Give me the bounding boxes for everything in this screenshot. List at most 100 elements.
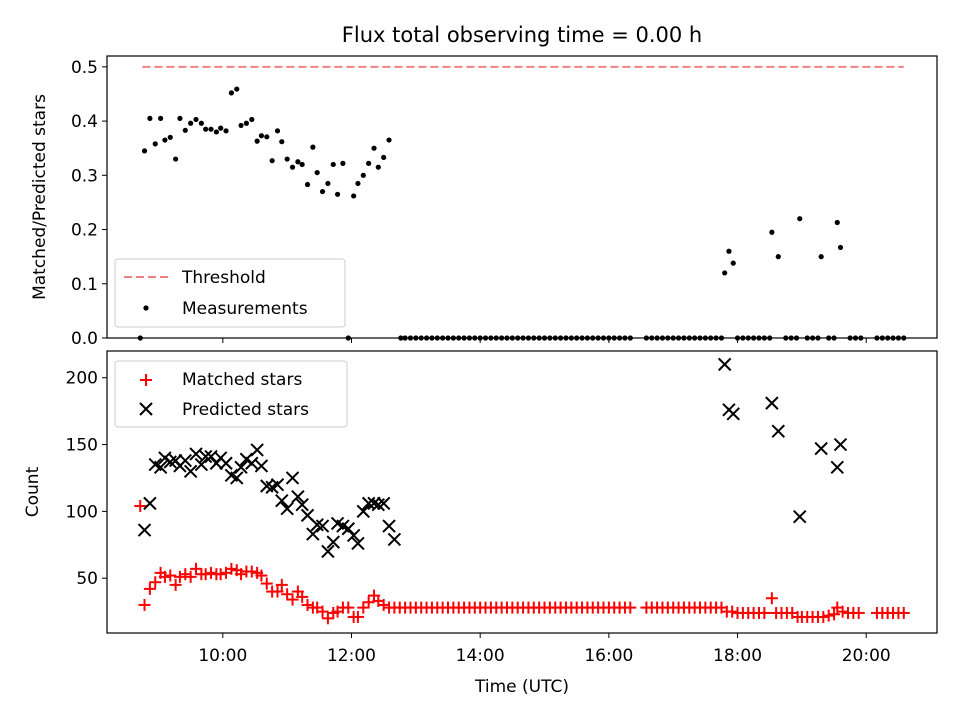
- predicted-star-point: [376, 496, 391, 511]
- predicted-star-point: [194, 457, 209, 472]
- predicted-star-stroke: [295, 497, 309, 512]
- measurement-point: [340, 160, 346, 166]
- predicted-star-stroke: [280, 501, 294, 516]
- measurement-point: [351, 193, 357, 199]
- predicted-star-point: [717, 357, 732, 372]
- matched-star-point: [316, 605, 329, 618]
- predicted-star-stroke: [260, 479, 274, 493]
- matched-star-point: [817, 610, 830, 623]
- predicted-star-stroke: [270, 477, 285, 492]
- predicted-star-stroke: [194, 457, 209, 472]
- predicted-star-stroke: [310, 518, 324, 532]
- predicted-star-point: [250, 443, 264, 457]
- legend-measurements-swatch: [143, 305, 149, 311]
- measurement-point: [295, 159, 301, 165]
- measurement-point: [386, 137, 392, 143]
- measurement-point: [837, 244, 844, 251]
- measurement-point: [319, 188, 326, 195]
- x-tick-label: 18:00: [713, 646, 762, 666]
- predicted-star-stroke: [717, 357, 732, 372]
- matched-star-point: [897, 606, 910, 619]
- measurement-point: [284, 156, 290, 162]
- measurement-point: [234, 86, 240, 92]
- measurement-point: [167, 134, 173, 140]
- predicted-star-stroke: [326, 535, 340, 549]
- predicted-star-stroke: [336, 519, 350, 533]
- measurement-point: [330, 161, 336, 168]
- top-panel: 0.0 0.1 0.2 0.3 0.4 0.5 Matched/Predicted sta…: [30, 55, 938, 349]
- predicted-star-stroke: [245, 456, 259, 470]
- matched-star-point: [852, 606, 865, 619]
- measurement-point: [769, 229, 775, 235]
- predicted-star-stroke: [315, 519, 330, 533]
- measurement-point: [141, 148, 148, 154]
- predicted-star-point: [285, 471, 300, 485]
- predicted-star-stroke: [387, 532, 402, 547]
- bottom-axes: 50 100 150 200 10:00 12:00 14:00 16:00 18:00 20:0…: [66, 369, 891, 666]
- measurement-point: [304, 181, 311, 188]
- predicted-star-point: [830, 460, 844, 474]
- predicted-star-stroke: [275, 493, 289, 508]
- bottom-legend: Matched stars Predicted stars: [114, 360, 348, 428]
- predicted-star-point: [153, 460, 168, 474]
- bottom-plot-marks: [134, 357, 910, 625]
- measurement-point: [375, 164, 381, 170]
- top-y-tick-label: 0.3: [71, 166, 98, 186]
- measurement-point: [274, 128, 281, 134]
- predicted-star-point: [326, 535, 340, 549]
- measurement-point: [223, 128, 229, 134]
- x-axis-label: Time (UTC): [474, 677, 569, 697]
- top-y-tick-label: 0.5: [71, 58, 98, 78]
- legend-matched-label: Matched stars: [182, 370, 302, 390]
- measurement-point: [314, 169, 320, 176]
- measurement-point: [182, 127, 188, 133]
- bottom-y-tick-label: 200: [66, 369, 98, 389]
- predicted-star-stroke: [219, 456, 233, 470]
- legend-matched-swatch: [140, 374, 152, 386]
- matched-star-point: [164, 569, 177, 582]
- measurement-point: [371, 145, 377, 151]
- predicted-star-stroke: [137, 523, 152, 537]
- legend-threshold-label: Threshold: [181, 268, 266, 288]
- predicted-star-stroke: [234, 460, 248, 474]
- matched-star-point: [173, 570, 186, 583]
- predicted-star-point: [234, 460, 248, 474]
- measurement-point: [218, 125, 224, 131]
- predicted-star-point: [726, 407, 740, 421]
- predicted-star-point: [387, 532, 402, 547]
- predicted-star-stroke: [814, 441, 828, 456]
- predicted-star-point: [143, 496, 157, 511]
- predicted-star-stroke: [765, 396, 779, 410]
- measurement-point: [360, 172, 366, 178]
- predicted-star-point: [765, 396, 779, 410]
- bottom-plot-frame: [106, 350, 938, 634]
- predicted-star-stroke: [771, 424, 785, 438]
- measurement-point: [730, 260, 736, 266]
- top-y-tick-label: 0.2: [71, 221, 98, 241]
- top-y-tick-label: 0.1: [71, 275, 98, 295]
- predicted-star-stroke: [254, 459, 269, 473]
- bottom-legend-box: [114, 360, 348, 428]
- predicted-star-stroke: [224, 468, 239, 483]
- matched-star-point: [357, 601, 370, 614]
- measurement-point: [198, 120, 204, 126]
- top-legend-box: [114, 258, 346, 328]
- matched-star-point: [342, 601, 355, 614]
- predicted-star-point: [321, 544, 335, 559]
- predicted-star-stroke: [382, 519, 396, 533]
- bottom-y-tick-label: 100: [66, 502, 98, 522]
- predicted-star-point: [315, 519, 330, 533]
- matched-star-point: [245, 565, 258, 578]
- measurement-point: [325, 180, 331, 187]
- predicted-star-point: [833, 437, 848, 452]
- measurement-point: [264, 134, 270, 140]
- matched-star-point: [214, 568, 227, 581]
- x-tick-label: 16:00: [584, 646, 633, 666]
- matched-star-point: [260, 577, 273, 590]
- matched-star-point: [184, 570, 197, 583]
- measurement-point: [188, 120, 194, 126]
- measurement-point: [158, 115, 164, 121]
- matched-star-point: [351, 610, 364, 623]
- predicted-star-stroke: [330, 516, 345, 531]
- predicted-star-stroke: [356, 504, 370, 519]
